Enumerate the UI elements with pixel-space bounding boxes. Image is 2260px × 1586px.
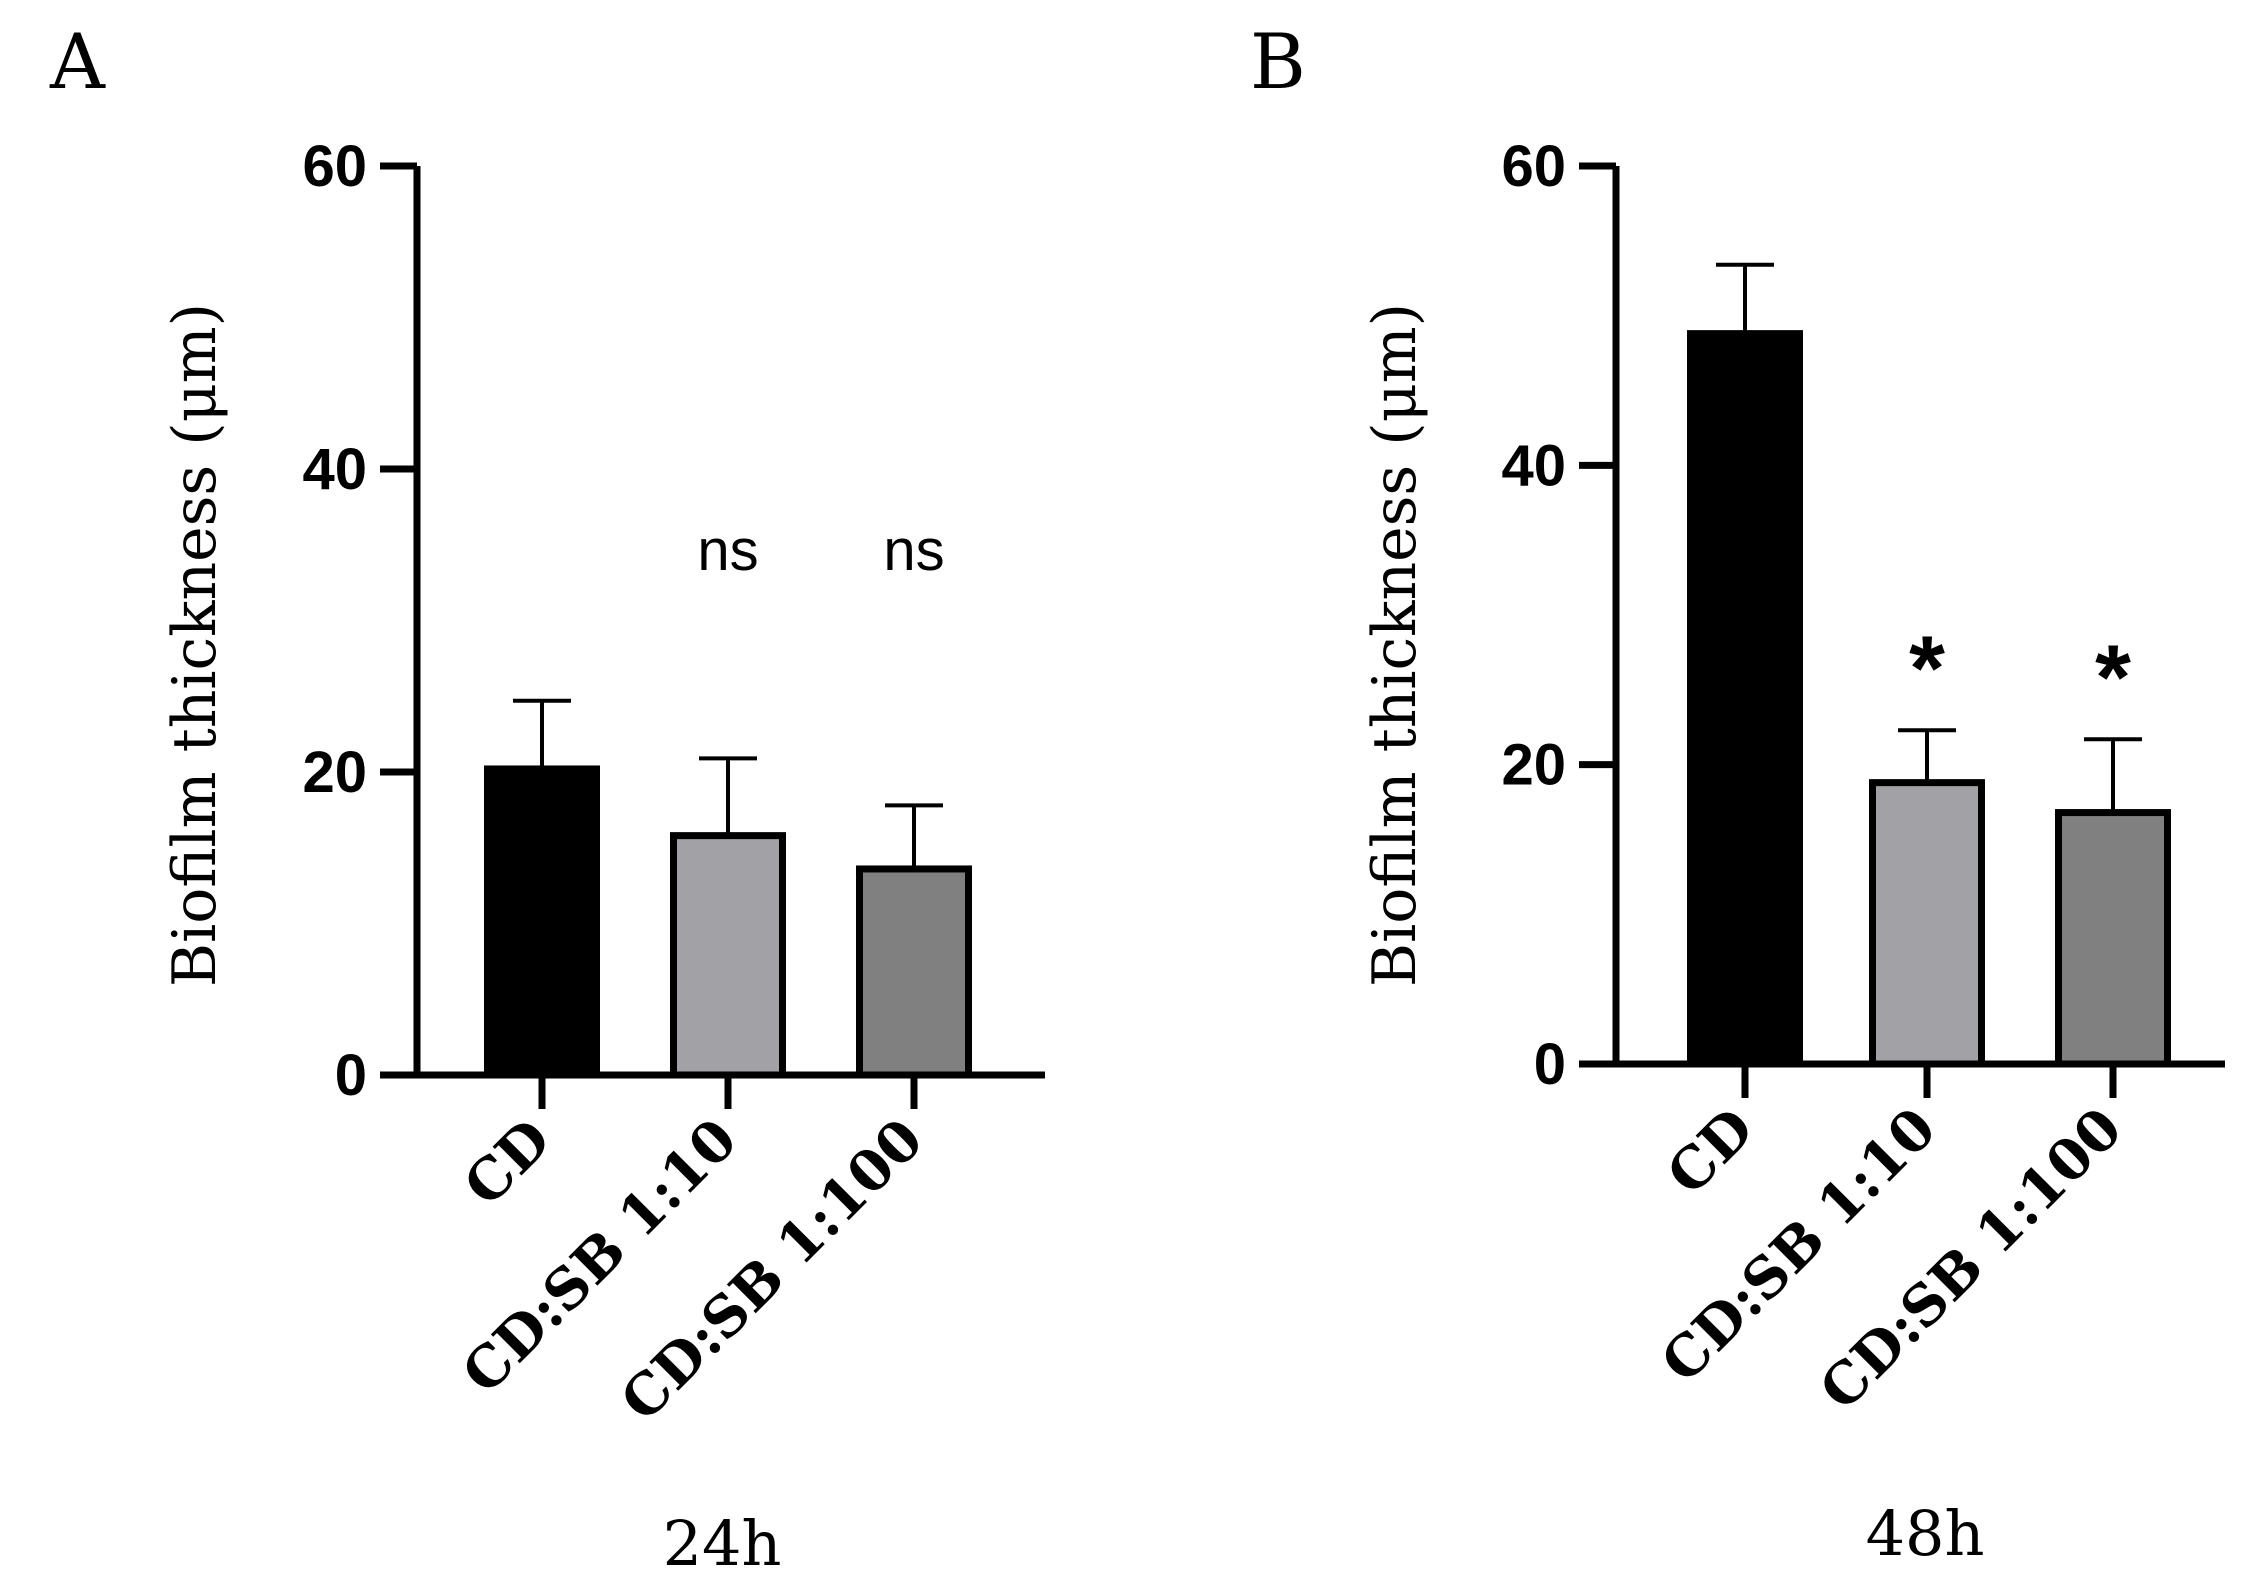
bar <box>484 765 600 1079</box>
y-tick-label: 60 <box>302 134 367 199</box>
x-tick-label: CD <box>1654 1095 1767 1208</box>
y-tick-label: 20 <box>1501 733 1566 798</box>
significance-label: * <box>2095 627 2131 729</box>
significance-label: ns <box>883 518 944 583</box>
bar <box>1869 779 1985 1068</box>
bar <box>1687 330 1803 1068</box>
y-tick-label: 20 <box>302 740 367 805</box>
x-tick-label: CD <box>451 1106 564 1219</box>
panel-label: B <box>1250 17 1306 106</box>
significance-label: * <box>1909 618 1945 720</box>
significance-label: ns <box>697 518 758 583</box>
x-axis-label: 48h <box>1866 1497 1985 1570</box>
y-tick-label: 40 <box>302 437 367 502</box>
y-axis-label: Biofilm thickness (μm) <box>160 303 230 987</box>
panel-label: A <box>49 17 106 106</box>
bar <box>2055 809 2171 1068</box>
x-axis-label: 24h <box>663 1507 782 1580</box>
y-tick-label: 0 <box>335 1043 367 1108</box>
y-tick-label: 0 <box>1534 1032 1566 1097</box>
bar <box>670 832 786 1079</box>
y-axis-label: Biofilm thickness (μm) <box>1360 303 1430 987</box>
y-tick-label: 40 <box>1501 433 1566 498</box>
bar <box>856 865 972 1079</box>
y-tick-label: 60 <box>1501 134 1566 199</box>
